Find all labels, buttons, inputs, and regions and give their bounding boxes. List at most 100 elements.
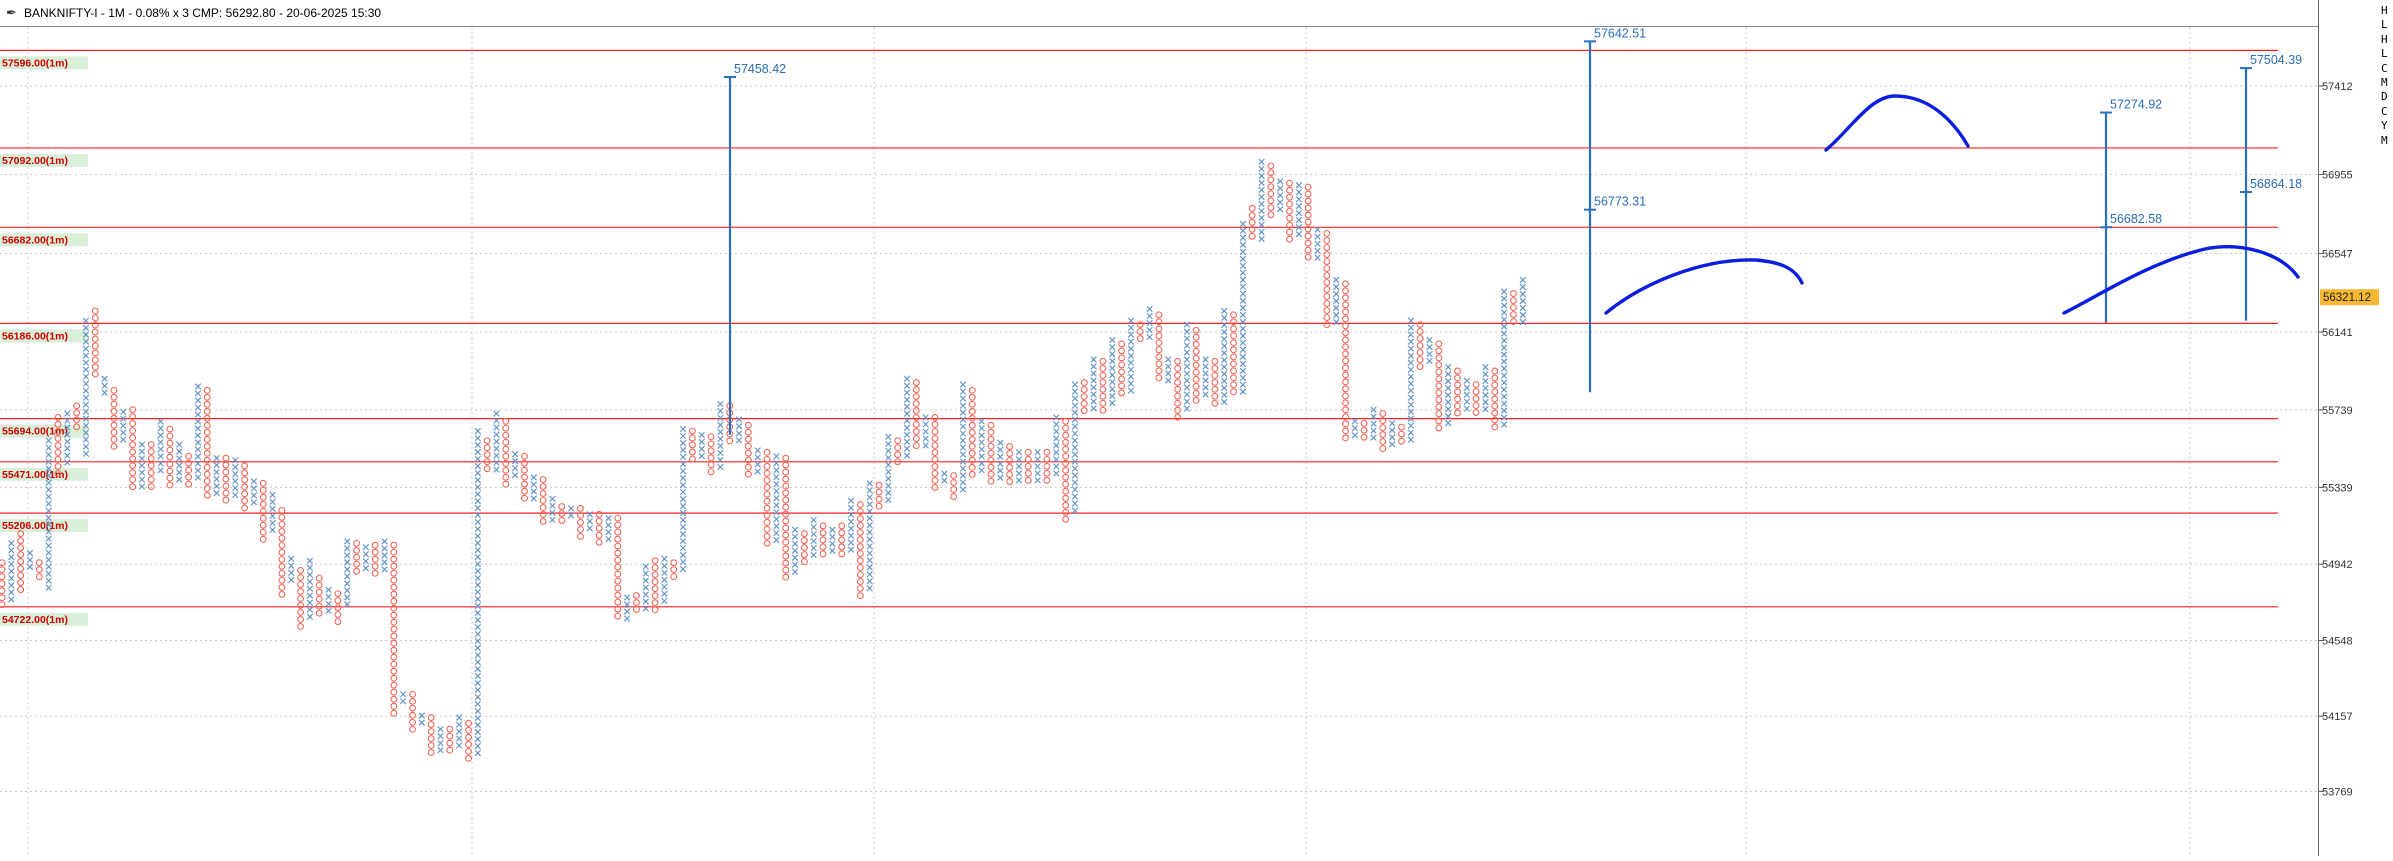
o-box (17, 579, 25, 587)
x-box (1426, 350, 1433, 358)
x-box (474, 567, 482, 575)
x-box (64, 431, 71, 438)
x-box (1221, 328, 1228, 336)
x-box (120, 408, 127, 415)
x-column (1202, 356, 1209, 398)
x-box (1053, 421, 1060, 428)
side-panel-letter[interactable]: M (2381, 76, 2388, 90)
x-box (1127, 380, 1135, 387)
x-box (959, 444, 967, 451)
o-box (987, 470, 995, 478)
o-box (931, 442, 939, 449)
o-box (856, 550, 864, 558)
x-box (847, 504, 855, 511)
pin-icon[interactable]: ✒ (6, 5, 17, 20)
o-box (73, 402, 81, 410)
x-box (194, 404, 202, 411)
x-box (698, 452, 705, 460)
x-box (866, 578, 873, 585)
o-column (1398, 423, 1405, 445)
o-box (1342, 392, 1349, 400)
o-box (1248, 218, 1256, 226)
side-panel-letter[interactable]: D (2381, 90, 2388, 104)
x-box (1314, 226, 1321, 233)
o-box (1342, 280, 1349, 288)
o-box (1080, 407, 1088, 415)
o-box (1435, 382, 1443, 390)
o-box (390, 695, 398, 703)
x-column (437, 725, 444, 754)
x-box (903, 452, 911, 459)
o-box (166, 453, 174, 461)
o-box (856, 585, 864, 593)
o-box (17, 565, 25, 573)
x-box (306, 564, 314, 571)
o-column (353, 539, 360, 575)
side-panel-letter[interactable]: C (2381, 104, 2388, 118)
o-box (1342, 378, 1349, 386)
x-box (1482, 377, 1489, 385)
x-box (1519, 304, 1526, 312)
x-box (344, 601, 351, 608)
o-box (763, 497, 771, 505)
price-axis-panel[interactable]: 57412 56955 56547 56141 55739 55339 54942 54548… (2318, 0, 2393, 856)
x-box (903, 417, 911, 424)
x-box (1500, 414, 1508, 421)
x-box (138, 462, 146, 469)
x-box (176, 441, 183, 448)
side-panel-letter[interactable]: Y (2381, 119, 2388, 133)
side-panel-letter[interactable]: H (2381, 4, 2388, 17)
x-box (213, 475, 220, 483)
o-box (483, 437, 491, 445)
o-box (1192, 396, 1200, 404)
x-box (474, 595, 482, 603)
o-box (856, 515, 864, 523)
o-box (1118, 347, 1126, 355)
x-box (997, 439, 1004, 446)
x-box (1221, 384, 1228, 392)
x-box (474, 609, 482, 617)
side-panel-letter[interactable]: H (2381, 32, 2388, 46)
x-box (1519, 283, 1526, 291)
o-box (577, 512, 584, 519)
x-box (474, 553, 482, 561)
o-box (73, 409, 81, 417)
x-box (959, 423, 967, 430)
x-box (735, 423, 743, 430)
side-panel-letter[interactable]: L (2381, 47, 2388, 61)
x-box (642, 577, 649, 584)
x-box (82, 338, 90, 345)
o-box (1192, 340, 1200, 348)
o-box (1248, 232, 1256, 240)
o-box (0, 587, 6, 595)
x-box (120, 415, 127, 422)
side-panel-letter[interactable]: M (2381, 133, 2388, 147)
x-column (64, 410, 71, 466)
x-box (82, 408, 90, 415)
x-box (1407, 373, 1415, 380)
o-box (334, 604, 342, 612)
side-panel-letter[interactable]: C (2381, 61, 2388, 75)
x-column (1239, 220, 1247, 396)
o-box (1211, 357, 1219, 365)
x-box (8, 582, 15, 589)
side-panel-letter[interactable]: L (2381, 18, 2388, 32)
o-box (390, 583, 398, 591)
x-box (474, 679, 482, 687)
o-box (278, 520, 286, 528)
x-box (1239, 220, 1247, 228)
o-box (838, 529, 846, 537)
o-box (614, 556, 622, 564)
o-column (950, 472, 958, 500)
o-box (1043, 448, 1051, 456)
x-box (623, 594, 631, 601)
o-box (278, 548, 286, 556)
level-label: 57092.00(1m) (2, 155, 68, 167)
o-box (1342, 420, 1349, 428)
o-box (614, 549, 622, 557)
x-box (1239, 346, 1247, 354)
x-box (1482, 370, 1489, 378)
x-box (474, 616, 482, 624)
o-box (968, 393, 976, 401)
o-box (1099, 406, 1107, 414)
